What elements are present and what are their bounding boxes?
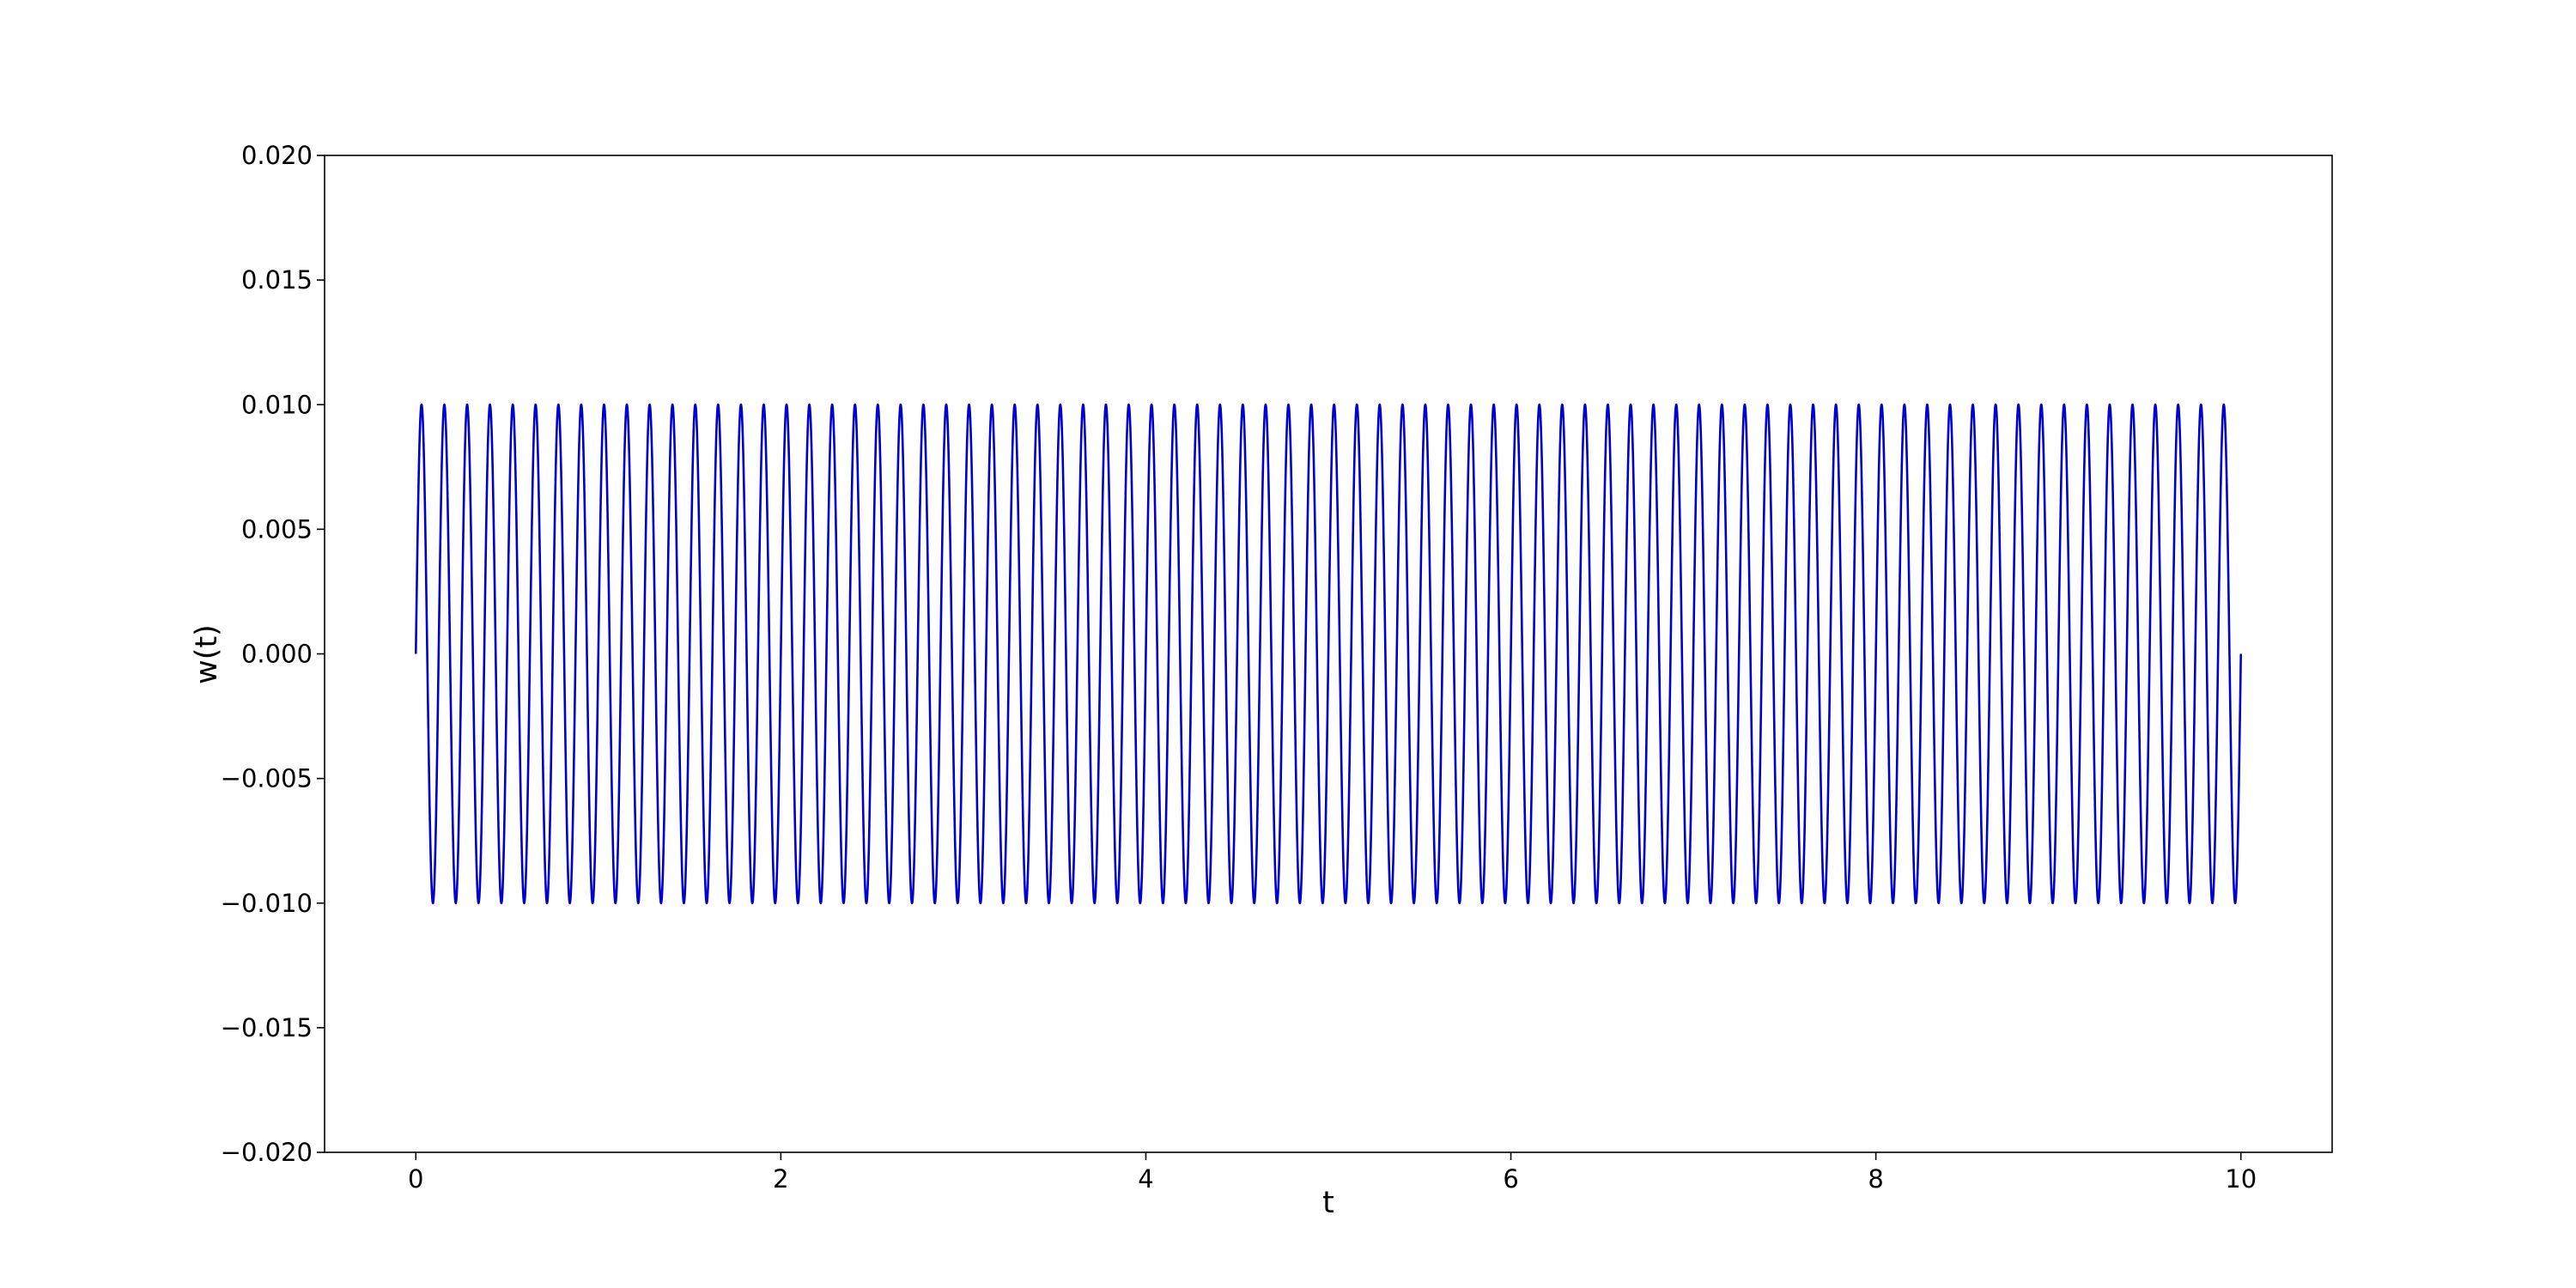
x-tick-label: 2 — [773, 1164, 788, 1194]
y-tick-label: 0.005 — [241, 514, 313, 544]
y-axis-ticks: −0.020 −0.015 −0.010 −0.005 0.000 0.005 0.010 0… — [221, 141, 325, 1167]
x-tick-label: 8 — [1868, 1164, 1883, 1194]
x-axis-ticks: 0 2 4 6 8 10 — [408, 1152, 2257, 1194]
y-tick-label: 0.020 — [241, 141, 313, 170]
x-tick-label: 0 — [408, 1164, 423, 1194]
series-line — [414, 403, 2243, 905]
y-tick-label: −0.010 — [221, 889, 313, 918]
y-tick-label: −0.020 — [221, 1138, 313, 1167]
y-axis-label: w(t) — [190, 624, 224, 684]
x-tick-label: 4 — [1138, 1164, 1153, 1194]
x-tick-label: 10 — [2225, 1164, 2257, 1194]
y-tick-label: −0.015 — [221, 1013, 313, 1042]
y-tick-label: 0.000 — [241, 640, 313, 669]
x-axis-label: t — [1322, 1186, 1334, 1220]
x-tick-label: 6 — [1503, 1164, 1518, 1194]
y-tick-label: −0.005 — [221, 764, 313, 793]
series-layer — [414, 403, 2243, 905]
y-tick-label: 0.015 — [241, 265, 313, 295]
y-tick-label: 0.010 — [241, 390, 313, 419]
